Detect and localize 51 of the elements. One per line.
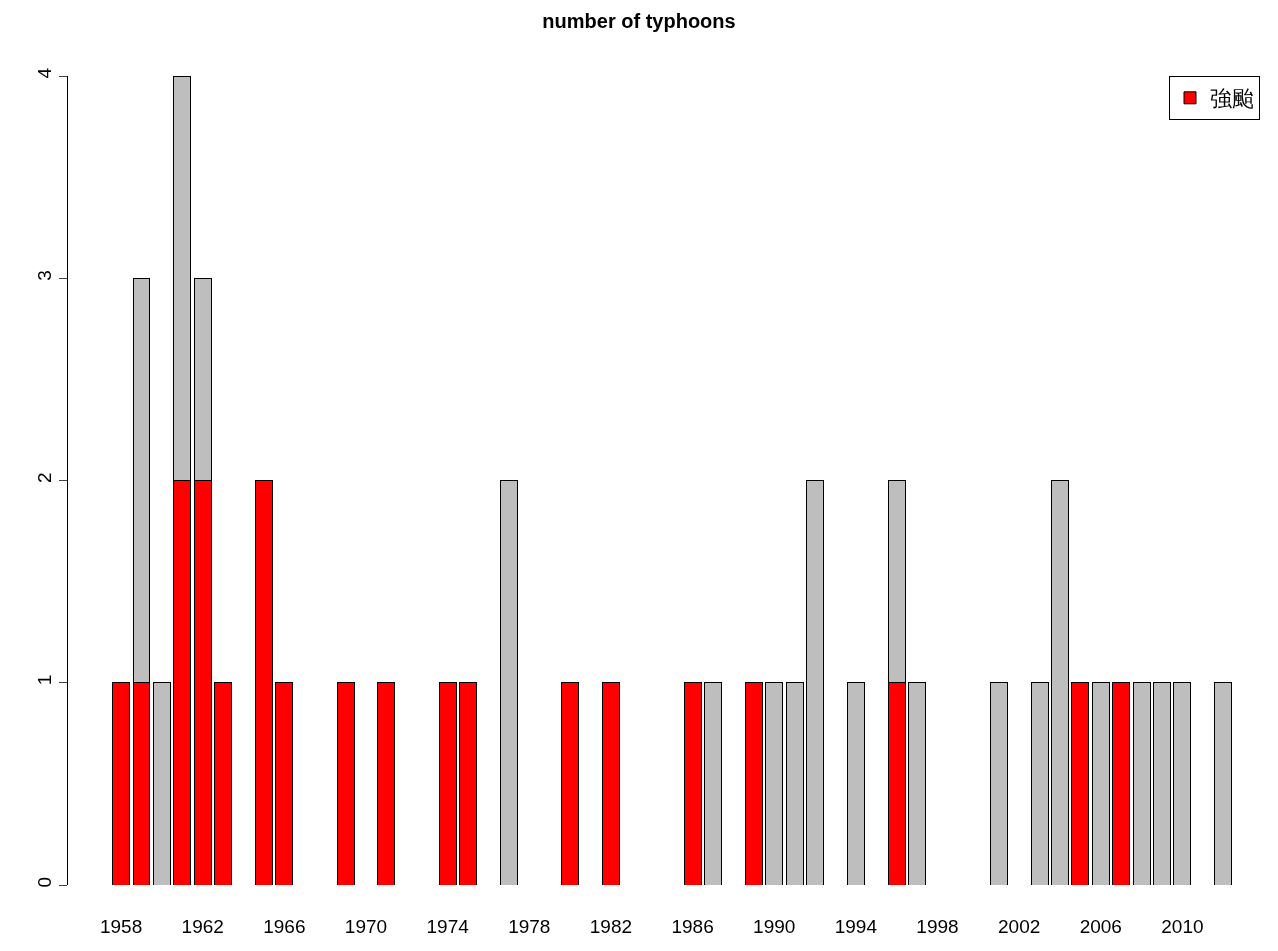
x-tick-label: 1962 bbox=[181, 916, 224, 937]
bar bbox=[785, 682, 804, 885]
bar bbox=[908, 682, 927, 885]
bar bbox=[1071, 682, 1090, 885]
bar bbox=[846, 682, 865, 885]
y-tick-label: 2 bbox=[34, 472, 56, 483]
bar bbox=[1173, 682, 1192, 885]
bar bbox=[601, 682, 620, 885]
bar bbox=[275, 682, 294, 885]
bar bbox=[806, 480, 825, 885]
bar bbox=[459, 682, 478, 885]
bar bbox=[989, 682, 1008, 885]
bar bbox=[438, 682, 457, 885]
y-tick-label: 4 bbox=[34, 67, 56, 79]
bar bbox=[377, 682, 396, 885]
bar bbox=[1112, 682, 1131, 885]
bar bbox=[765, 682, 784, 885]
x-tick-label: 2006 bbox=[1079, 916, 1122, 937]
x-tick-label: 1982 bbox=[589, 916, 633, 937]
bar bbox=[112, 682, 131, 885]
bar bbox=[561, 682, 580, 885]
y-tick-label: 3 bbox=[34, 270, 56, 281]
x-tick-label: 1970 bbox=[344, 916, 388, 937]
x-tick-label: 1966 bbox=[263, 916, 306, 937]
bar bbox=[152, 682, 171, 885]
bar bbox=[1153, 682, 1171, 885]
x-tick-label: 1994 bbox=[834, 916, 878, 937]
x-tick-label: 1986 bbox=[671, 916, 714, 937]
x-tick-label: 2010 bbox=[1161, 916, 1204, 937]
bar bbox=[744, 682, 763, 885]
bar bbox=[336, 682, 355, 885]
bar bbox=[704, 682, 722, 885]
bar bbox=[254, 480, 273, 885]
bar bbox=[499, 480, 518, 885]
x-tick-label: 1990 bbox=[753, 916, 796, 937]
bar bbox=[1030, 682, 1049, 885]
x-tick-label: 1974 bbox=[426, 916, 470, 937]
x-tick-label: 2002 bbox=[998, 916, 1041, 937]
y-tick-label: 1 bbox=[34, 674, 56, 686]
bar bbox=[1091, 682, 1110, 885]
x-tick-label: 1998 bbox=[916, 916, 959, 937]
bar bbox=[1214, 682, 1233, 885]
bar bbox=[1051, 480, 1069, 885]
legend-label: 強颱 bbox=[1210, 86, 1254, 112]
x-tick-label: 1978 bbox=[508, 916, 551, 937]
bar bbox=[683, 682, 702, 885]
y-tick-label: 0 bbox=[34, 876, 56, 888]
bar bbox=[1132, 682, 1151, 885]
chart-title: number of typhoons bbox=[542, 10, 736, 33]
x-tick-label: 1958 bbox=[99, 916, 143, 937]
bar bbox=[214, 682, 233, 885]
